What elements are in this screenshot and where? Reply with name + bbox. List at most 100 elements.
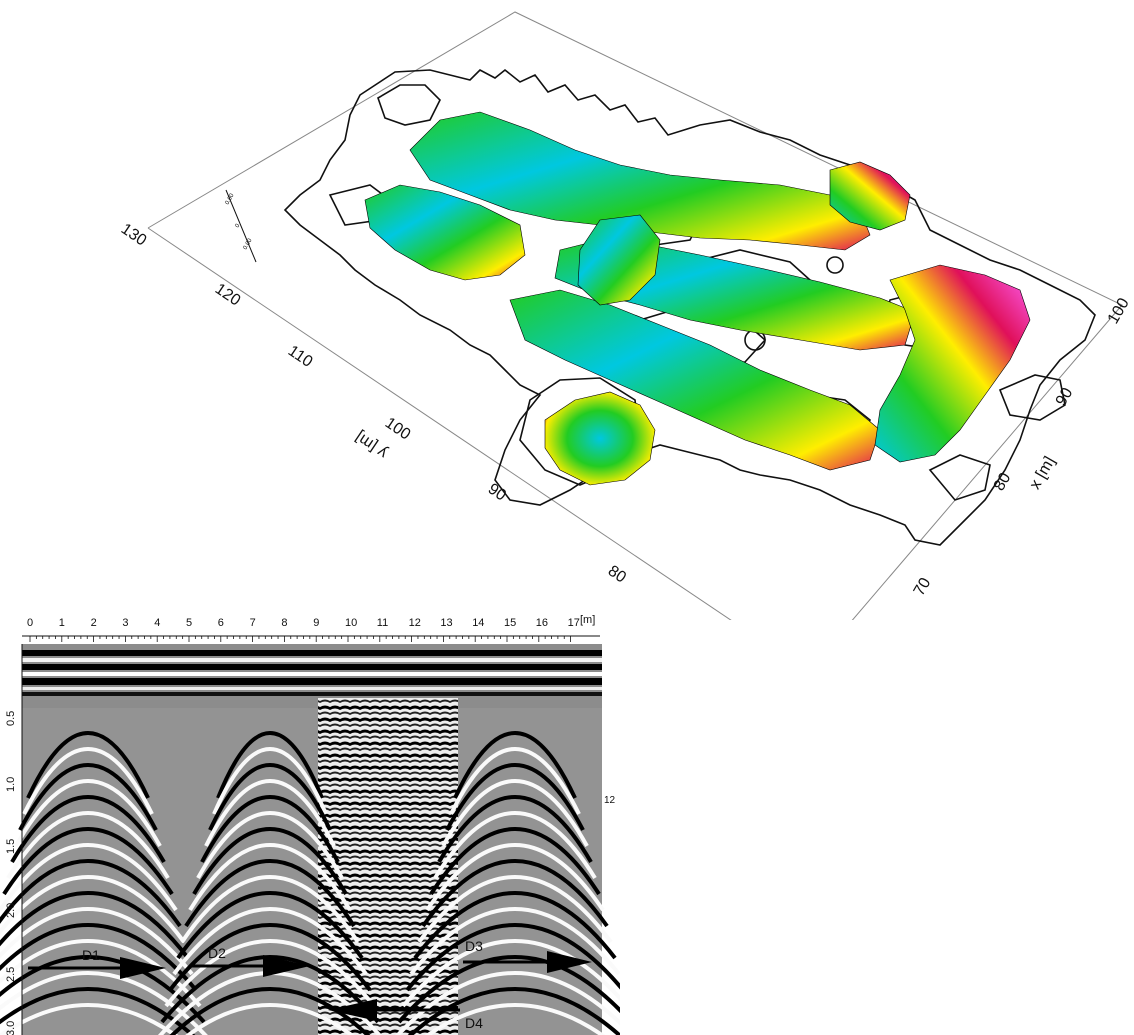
relief-surface bbox=[364, 111, 1031, 486]
distance-scale: 0 1 2 3 4 5 6 7 8 9 10 11 12 13 14 15 16 17 [m] bbox=[22, 614, 600, 642]
hyperbola-band bbox=[22, 747, 154, 815]
hyperbola-band bbox=[164, 939, 376, 1008]
hyperbola-band bbox=[204, 779, 336, 847]
hyperbola-band bbox=[0, 891, 190, 960]
distance-tick-17: 17 bbox=[568, 617, 580, 629]
hyperbola-band bbox=[445, 763, 585, 831]
x-tick-100: 100 bbox=[1105, 295, 1133, 327]
inset-label-1: 0.00 bbox=[225, 192, 236, 206]
depth-scale: 0.5 1.0 1.5 2.0 2.5 3.0 bbox=[5, 644, 23, 1035]
hyperbola-band bbox=[0, 907, 194, 976]
hyperbola-band bbox=[437, 795, 593, 864]
hyperbola-band bbox=[14, 779, 162, 847]
hyperbola-band bbox=[196, 811, 344, 879]
hyperbola-band bbox=[0, 875, 186, 944]
distance-tick-13: 13 bbox=[440, 617, 452, 629]
depth-tick-0.5: 0.5 bbox=[5, 711, 17, 726]
distance-unit: [m] bbox=[580, 614, 595, 626]
surface-band-mid-link bbox=[577, 214, 661, 306]
surface-band-east bbox=[874, 264, 1031, 463]
depth-tick-2.5: 2.5 bbox=[5, 967, 17, 982]
distance-tick-6: 6 bbox=[218, 617, 224, 629]
hyperbola-band bbox=[441, 779, 589, 847]
hyperbola-band bbox=[0, 923, 198, 992]
arrow-d4: D4 bbox=[328, 999, 483, 1031]
hyperbola-band bbox=[0, 939, 202, 1008]
y-tick-130: 130 bbox=[118, 221, 150, 250]
hyperbola-band bbox=[449, 747, 581, 815]
depth-tick-1.5: 1.5 bbox=[5, 839, 17, 854]
distance-tick-3: 3 bbox=[122, 617, 128, 629]
distance-tick-11: 11 bbox=[377, 617, 388, 629]
hyperbola-band bbox=[421, 859, 609, 928]
y-tick-120: 120 bbox=[212, 281, 244, 310]
distance-tick-2: 2 bbox=[91, 617, 97, 629]
distance-tick-14: 14 bbox=[472, 617, 484, 629]
hyperbola-band bbox=[200, 795, 340, 863]
hyperbola-band bbox=[0, 987, 196, 1035]
arrow-d3: D3 bbox=[463, 938, 592, 973]
distance-tick-9: 9 bbox=[313, 617, 319, 629]
hyperbola-band bbox=[0, 859, 182, 928]
hyperbola-band bbox=[407, 987, 620, 1035]
hyperbola-band bbox=[172, 907, 368, 976]
arrow-label-d4: D4 bbox=[465, 1015, 483, 1031]
hyperbola-band bbox=[0, 1003, 179, 1035]
dense-reflection-zone bbox=[318, 698, 458, 1035]
orientation-inset: 0.00 0 0.00 bbox=[225, 189, 257, 263]
hyperbola-band bbox=[169, 987, 371, 1035]
hyperbola-band bbox=[185, 1003, 355, 1035]
hyperbola-band bbox=[425, 843, 605, 912]
distance-tick-0: 0 bbox=[27, 617, 33, 629]
y-axis-title: y [m] bbox=[352, 428, 390, 461]
hyperbola-band bbox=[184, 859, 356, 928]
distance-tick-12: 12 bbox=[409, 617, 421, 629]
inset-label-3: 0.00 bbox=[243, 237, 254, 251]
hyperbola-band bbox=[168, 923, 372, 992]
surface-band-south bbox=[509, 289, 881, 471]
hyperbola-band bbox=[26, 731, 150, 799]
arrow-label-d1: D1 bbox=[82, 947, 100, 963]
arrow-d2: D2 bbox=[192, 945, 310, 977]
radargram: 0 1 2 3 4 5 6 7 8 9 10 11 12 13 14 15 16 17 [m] 0.5 1.0 1… bbox=[0, 614, 620, 1035]
distance-tick-4: 4 bbox=[154, 617, 160, 629]
bounding-box bbox=[147, 11, 1123, 620]
y-tick-80: 80 bbox=[605, 563, 629, 587]
surface-band-north-east bbox=[829, 161, 911, 231]
hyperbola-band bbox=[417, 875, 613, 944]
hyperbola-band bbox=[176, 891, 364, 960]
surface-blob-apse bbox=[544, 391, 656, 486]
hyperbola-band bbox=[401, 939, 620, 1008]
distance-tick-10: 10 bbox=[345, 617, 357, 629]
distance-tick-7: 7 bbox=[250, 617, 256, 629]
hyperbola-band bbox=[0, 971, 208, 1035]
hyperbola-band bbox=[18, 763, 158, 831]
side-mark: 12 bbox=[604, 795, 616, 806]
hyperbola-band bbox=[453, 731, 577, 799]
hyperbola-band bbox=[424, 1003, 606, 1035]
hyperbola-band bbox=[6, 811, 170, 880]
hyperbola-band bbox=[10, 795, 166, 864]
surface-band-north bbox=[409, 111, 871, 251]
hyperbola-band bbox=[188, 843, 352, 912]
hyperbola-band bbox=[409, 907, 620, 976]
arrow-label-d2: D2 bbox=[208, 945, 226, 961]
surface-band-west bbox=[364, 184, 526, 281]
hyperbola-band bbox=[192, 827, 348, 896]
x-tick-90: 90 bbox=[1053, 385, 1077, 409]
hyperbola-band bbox=[2, 827, 174, 896]
y-tick-90: 90 bbox=[485, 481, 509, 505]
y-tick-110: 110 bbox=[285, 343, 316, 371]
hyperbola-band bbox=[429, 827, 601, 896]
depth-tick-1.0: 1.0 bbox=[5, 777, 17, 792]
hyperbola-band bbox=[433, 811, 597, 880]
distance-tick-8: 8 bbox=[281, 617, 287, 629]
hyperbola-band bbox=[0, 955, 206, 1024]
distance-tick-16: 16 bbox=[536, 617, 548, 629]
hyperbola-band bbox=[216, 731, 324, 799]
distance-tick-15: 15 bbox=[504, 617, 516, 629]
hyperbola-band bbox=[405, 923, 620, 992]
y-tick-100: 100 bbox=[382, 415, 414, 444]
arrow-label-d3: D3 bbox=[465, 938, 483, 954]
hyperbola-band bbox=[212, 747, 328, 815]
